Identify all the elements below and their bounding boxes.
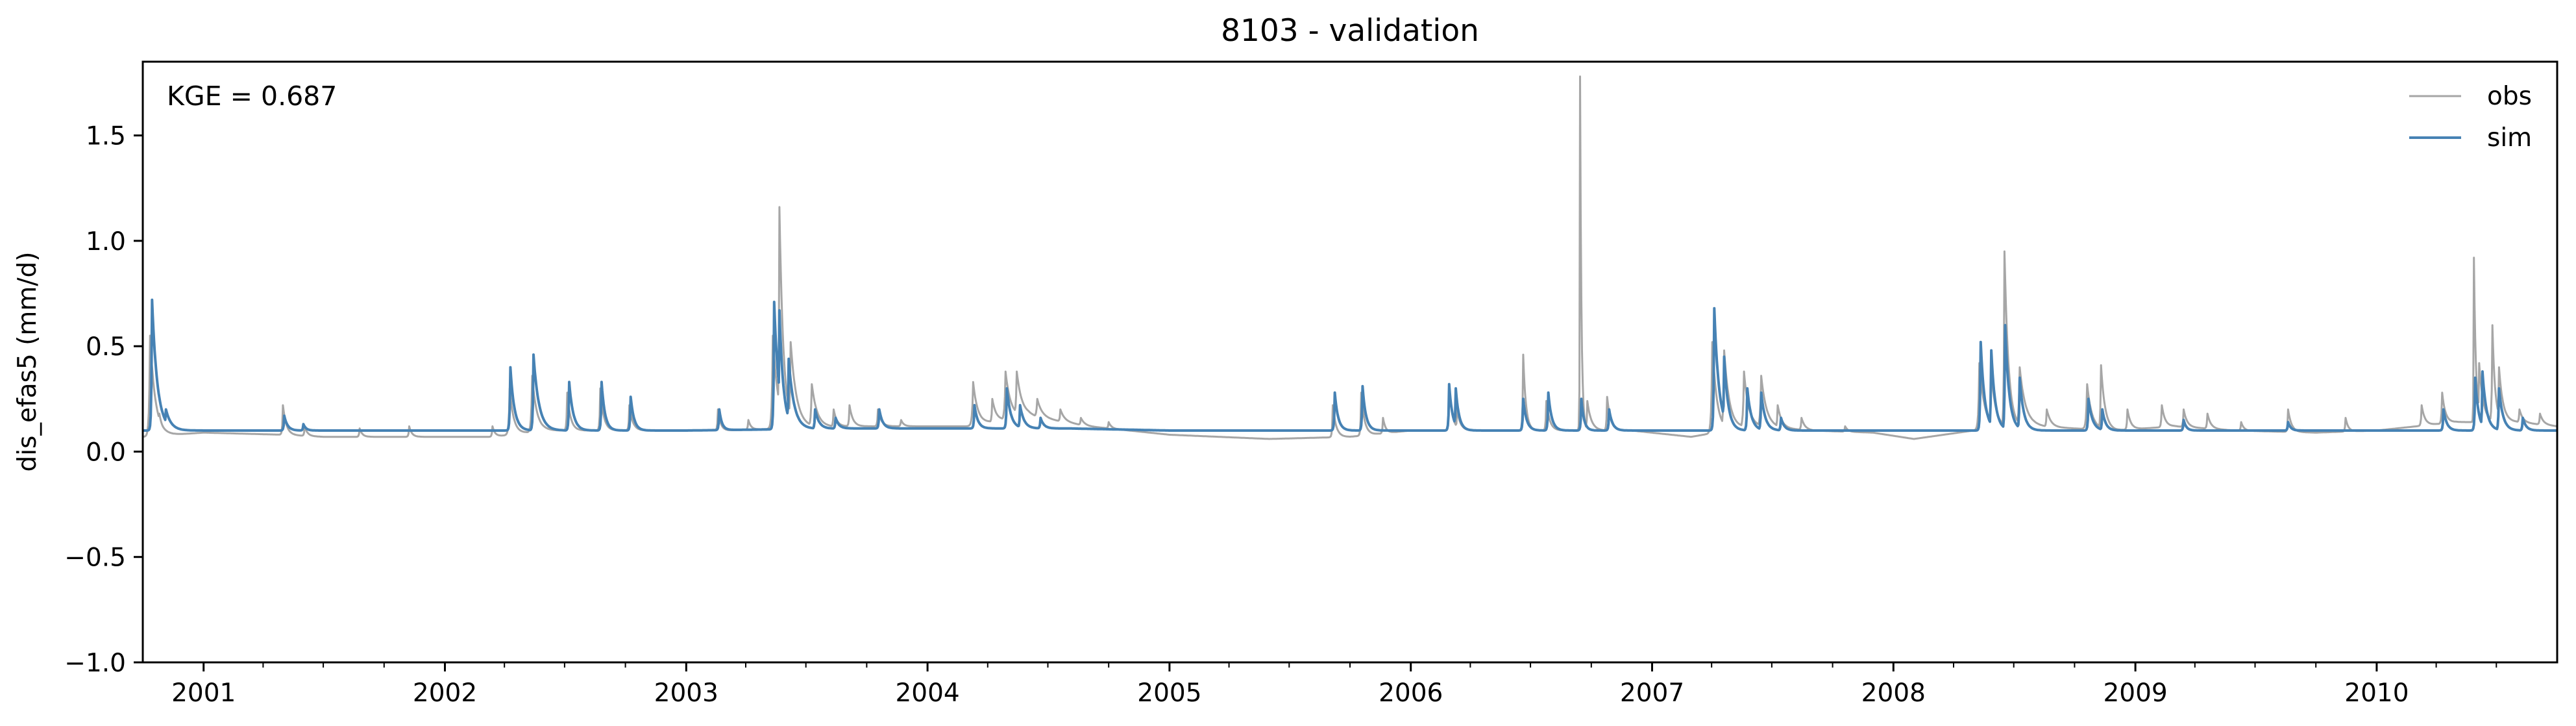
y-axis-label: dis_efas5 (mm/d) xyxy=(13,252,42,472)
x-tick-label: 2008 xyxy=(1861,679,1926,708)
x-tick-label: 2010 xyxy=(2344,679,2409,708)
series-group xyxy=(142,75,2558,440)
series-line-sim xyxy=(142,298,2558,432)
x-tick-label: 2005 xyxy=(1137,679,1201,708)
legend-label-obs: obs xyxy=(2487,82,2532,111)
x-axis: 2001 2002 2003 2004 2005 2006 2007 2008 2009 2010 xyxy=(171,662,2497,708)
x-tick-label: 2006 xyxy=(1379,679,1443,708)
x-tick-label: 2009 xyxy=(2103,679,2167,708)
x-tick-label: 2004 xyxy=(895,679,959,708)
x-tick-label: 2003 xyxy=(654,679,718,708)
y-tick-label: 1.5 xyxy=(86,122,126,151)
x-tick-label: 2007 xyxy=(1620,679,1684,708)
y-axis: −1.0 −0.5 0.0 0.5 1.0 1.5 xyxy=(64,122,143,678)
series-line-obs xyxy=(142,75,2558,440)
y-tick-label: 1.0 xyxy=(86,227,126,257)
x-tick-label: 2002 xyxy=(413,679,477,708)
y-tick-label: 0.5 xyxy=(86,332,126,362)
legend-label-sim: sim xyxy=(2487,123,2532,153)
y-tick-label: −0.5 xyxy=(64,544,126,573)
kge-annotation: KGE = 0.687 xyxy=(167,81,337,112)
y-tick-label: −1.0 xyxy=(64,649,126,678)
chart-title: 8103 - validation xyxy=(1221,13,1479,49)
x-tick-label: 2001 xyxy=(171,679,236,708)
legend: obs sim xyxy=(2409,82,2532,153)
y-tick-label: 0.0 xyxy=(86,438,126,467)
